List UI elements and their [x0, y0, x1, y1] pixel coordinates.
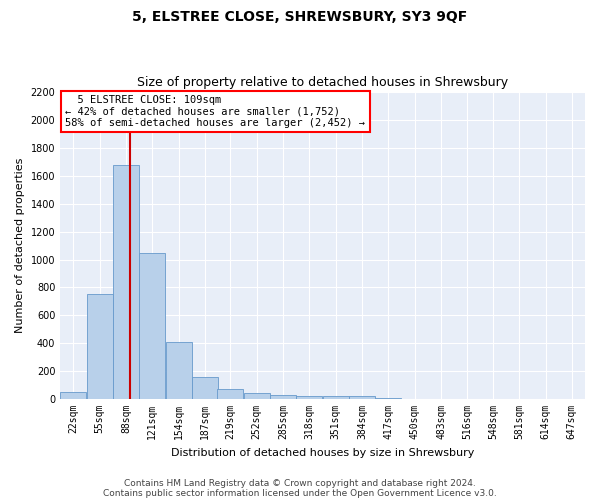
X-axis label: Distribution of detached houses by size in Shrewsbury: Distribution of detached houses by size … — [171, 448, 474, 458]
Bar — [376, 398, 401, 399]
Text: 5, ELSTREE CLOSE, SHREWSBURY, SY3 9QF: 5, ELSTREE CLOSE, SHREWSBURY, SY3 9QF — [133, 10, 467, 24]
Title: Size of property relative to detached houses in Shrewsbury: Size of property relative to detached ho… — [137, 76, 508, 90]
Bar — [192, 378, 218, 399]
Bar — [61, 392, 86, 399]
Bar — [349, 396, 375, 399]
Text: Contains HM Land Registry data © Crown copyright and database right 2024.: Contains HM Land Registry data © Crown c… — [124, 478, 476, 488]
Bar — [244, 393, 270, 399]
Text: Contains public sector information licensed under the Open Government Licence v3: Contains public sector information licen… — [103, 488, 497, 498]
Bar — [113, 164, 139, 399]
Bar — [323, 396, 349, 399]
Bar — [139, 252, 165, 399]
Bar — [86, 294, 113, 399]
Bar — [166, 342, 191, 399]
Bar — [270, 395, 296, 399]
Bar — [296, 396, 322, 399]
Text: 5 ELSTREE CLOSE: 109sqm
← 42% of detached houses are smaller (1,752)
58% of semi: 5 ELSTREE CLOSE: 109sqm ← 42% of detache… — [65, 95, 365, 128]
Y-axis label: Number of detached properties: Number of detached properties — [15, 158, 25, 333]
Bar — [217, 388, 244, 399]
